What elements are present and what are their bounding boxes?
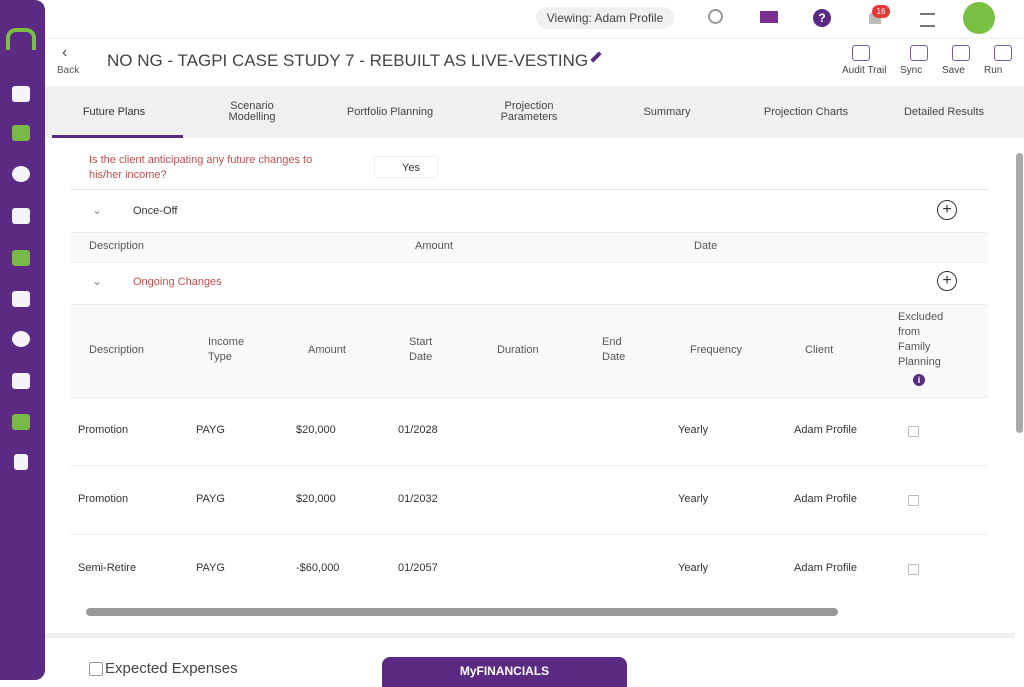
- logo[interactable]: [6, 28, 36, 50]
- cell-client: Adam Profile: [794, 562, 857, 574]
- action-icon[interactable]: [994, 45, 1012, 61]
- cell-client: Adam Profile: [794, 493, 857, 505]
- info-icon[interactable]: i: [913, 374, 925, 386]
- cell-amount: $20,000: [296, 424, 336, 436]
- tab[interactable]: Summary: [643, 105, 691, 118]
- once-off-header: [70, 232, 988, 263]
- column-header: End Date: [602, 336, 626, 363]
- tab[interactable]: Future Plans: [82, 105, 146, 118]
- column-header: Description: [89, 240, 145, 252]
- column-header: Description: [89, 343, 145, 356]
- goals-icon[interactable]: [12, 166, 30, 182]
- column-header: Date: [694, 240, 718, 252]
- section-divider: [45, 633, 1015, 638]
- cell-description: Promotion: [78, 424, 129, 436]
- tab[interactable]: Projection Charts: [763, 105, 849, 118]
- help-icon[interactable]: ?: [813, 9, 831, 27]
- row-divider: [70, 534, 988, 535]
- edit-icon[interactable]: [590, 51, 602, 63]
- tab[interactable]: Portfolio Planning: [346, 105, 434, 118]
- action-label[interactable]: Run: [984, 65, 1003, 76]
- column-header: Excluded from Family Planning: [898, 311, 944, 368]
- cell-start-date: 01/2032: [398, 493, 438, 505]
- action-icon[interactable]: [852, 45, 870, 61]
- back-arrow[interactable]: ‹: [62, 44, 68, 61]
- cell-income-type: PAYG: [196, 493, 225, 505]
- answer-select[interactable]: Yes: [374, 156, 438, 178]
- horizontal-scrollbar[interactable]: [86, 608, 838, 616]
- expenses-icon: [89, 662, 103, 676]
- document-icon[interactable]: [14, 454, 28, 470]
- once-off-title: Once-Off: [133, 205, 178, 217]
- cell-start-date: 01/2057: [398, 562, 438, 574]
- back-button[interactable]: Back: [57, 65, 80, 76]
- action-label[interactable]: Audit Trail: [842, 65, 887, 76]
- vertical-scrollbar[interactable]: [1016, 153, 1023, 433]
- tab-bar: [45, 86, 1024, 138]
- gauge-icon[interactable]: [12, 331, 30, 347]
- profile-icon[interactable]: [12, 125, 30, 141]
- collapse-chevron[interactable]: ⌄: [92, 274, 103, 288]
- action-icon[interactable]: [910, 45, 928, 61]
- cell-frequency: Yearly: [678, 424, 709, 436]
- row-divider: [70, 189, 988, 190]
- menu-icon[interactable]: [920, 13, 935, 27]
- cell-description: Semi-Retire: [78, 562, 137, 574]
- column-header: Duration: [497, 343, 539, 356]
- avatar[interactable]: [963, 2, 995, 34]
- announce-icon[interactable]: [760, 11, 778, 23]
- tab[interactable]: Projection Parameters: [500, 100, 558, 123]
- notification-badge: 16: [872, 5, 890, 18]
- column-header: Client: [805, 343, 834, 356]
- ongoing-title: Ongoing Changes: [133, 276, 222, 288]
- page-title: NO NG - TAGPI CASE STUDY 7 - REBUILT AS …: [107, 51, 589, 70]
- cell-income-type: PAYG: [196, 424, 225, 436]
- exclude-checkbox[interactable]: [908, 564, 919, 575]
- cell-income-type: PAYG: [196, 562, 225, 574]
- row-divider: [70, 465, 988, 466]
- sidebar: [0, 0, 45, 680]
- tab[interactable]: Detailed Results: [903, 105, 985, 118]
- action-icon[interactable]: [952, 45, 970, 61]
- house-icon[interactable]: [12, 250, 30, 266]
- tab[interactable]: Scenario Modelling: [228, 100, 276, 123]
- exclude-checkbox[interactable]: [908, 426, 919, 437]
- viewing-pill[interactable]: Viewing: Adam Profile: [536, 7, 674, 29]
- action-label[interactable]: Save: [942, 65, 965, 76]
- cell-client: Adam Profile: [794, 424, 857, 436]
- property-search-icon[interactable]: [12, 291, 30, 307]
- people-icon[interactable]: [12, 414, 30, 430]
- cell-frequency: Yearly: [678, 562, 709, 574]
- action-label[interactable]: Sync: [900, 65, 923, 76]
- exclude-checkbox[interactable]: [908, 495, 919, 506]
- column-header: Frequency: [690, 343, 742, 356]
- cell-start-date: 01/2028: [398, 424, 438, 436]
- chart-icon[interactable]: [12, 208, 30, 224]
- myfinancials-button[interactable]: MyFINANCIALS: [382, 657, 627, 687]
- active-tab-indicator: [52, 135, 183, 138]
- add-ongoing[interactable]: +: [937, 271, 957, 291]
- collapse-chevron[interactable]: ⌄: [92, 203, 103, 217]
- search-icon[interactable]: [708, 9, 723, 24]
- cell-amount: -$60,000: [296, 562, 340, 574]
- column-header: Income Type: [208, 336, 245, 363]
- cell-frequency: Yearly: [678, 493, 709, 505]
- column-header: Amount: [308, 343, 346, 356]
- cell-description: Promotion: [78, 493, 129, 505]
- column-header: Start Date: [409, 336, 433, 363]
- divider: [45, 38, 1024, 39]
- expenses-title: Expected Expenses: [105, 660, 238, 677]
- column-header: Amount: [415, 240, 453, 252]
- ongoing-header: [70, 304, 988, 398]
- home-icon[interactable]: [12, 86, 30, 102]
- add-once-off[interactable]: +: [937, 200, 957, 220]
- map-icon[interactable]: [12, 373, 30, 389]
- cell-amount: $20,000: [296, 493, 336, 505]
- question: Is the client anticipating any future ch…: [89, 154, 313, 181]
